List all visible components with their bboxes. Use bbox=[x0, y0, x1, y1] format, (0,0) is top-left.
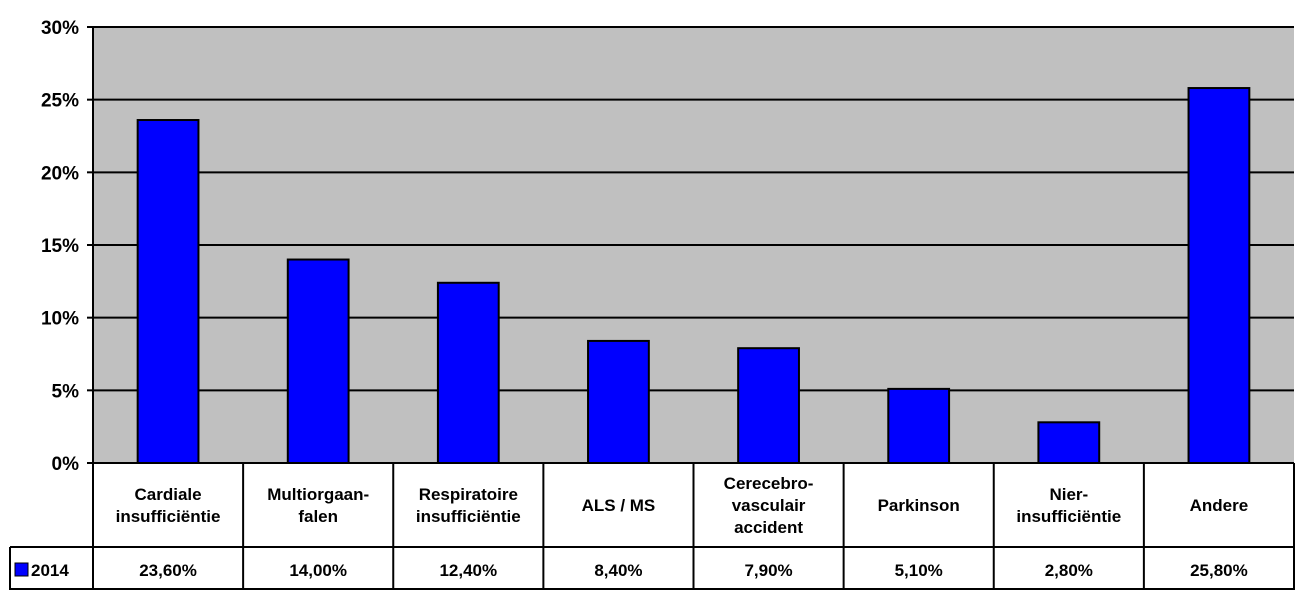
y-tick-label: 15% bbox=[41, 236, 79, 257]
legend-swatch bbox=[14, 562, 29, 577]
bar bbox=[136, 119, 200, 464]
category-label: Nier- bbox=[1049, 485, 1088, 504]
bar bbox=[286, 258, 350, 464]
category-label: Respiratoire bbox=[419, 485, 518, 504]
category-label: ALS / MS bbox=[582, 496, 656, 515]
category-label: Multiorgaan- bbox=[267, 485, 369, 504]
data-label: 25,80% bbox=[1190, 561, 1248, 580]
category-label: Parkinson bbox=[878, 496, 960, 515]
y-tick-label: 25% bbox=[41, 91, 79, 112]
y-tick-label: 0% bbox=[52, 454, 80, 475]
category-label: Cerecebro- bbox=[724, 474, 814, 493]
data-label: 12,40% bbox=[439, 561, 497, 580]
bar bbox=[887, 387, 951, 465]
data-label: 14,00% bbox=[289, 561, 347, 580]
y-tick-label: 10% bbox=[41, 309, 79, 330]
data-label: 23,60% bbox=[139, 561, 197, 580]
category-label: vasculair bbox=[732, 496, 806, 515]
y-axis: 0% 5% 10% 15% 20% 25% 30% bbox=[41, 18, 94, 475]
y-tick-label: 5% bbox=[52, 381, 80, 402]
bar bbox=[1187, 87, 1251, 464]
data-label: 5,10% bbox=[895, 561, 943, 580]
bar bbox=[1037, 421, 1101, 465]
bar bbox=[587, 339, 650, 465]
category-label: falen bbox=[298, 507, 338, 526]
data-label: 7,90% bbox=[744, 561, 792, 580]
y-tick-label: 30% bbox=[41, 18, 79, 39]
data-table: Cardiale insufficiëntie Multiorgaan-falen R… bbox=[9, 462, 1295, 590]
legend-label: 2014 bbox=[31, 561, 69, 580]
data-label: 8,40% bbox=[594, 561, 642, 580]
category-label: insufficiëntie bbox=[416, 507, 521, 526]
category-label: insufficiëntie bbox=[116, 507, 221, 526]
bar bbox=[436, 281, 500, 464]
bars bbox=[136, 87, 1251, 465]
category-label: Cardiale bbox=[135, 485, 202, 504]
category-label: accident bbox=[734, 518, 803, 537]
category-label: Andere bbox=[1190, 496, 1249, 515]
data-label: 2,80% bbox=[1045, 561, 1093, 580]
y-tick-label: 20% bbox=[41, 163, 79, 184]
bar bbox=[737, 347, 800, 465]
category-label: insufficiëntie bbox=[1016, 507, 1121, 526]
